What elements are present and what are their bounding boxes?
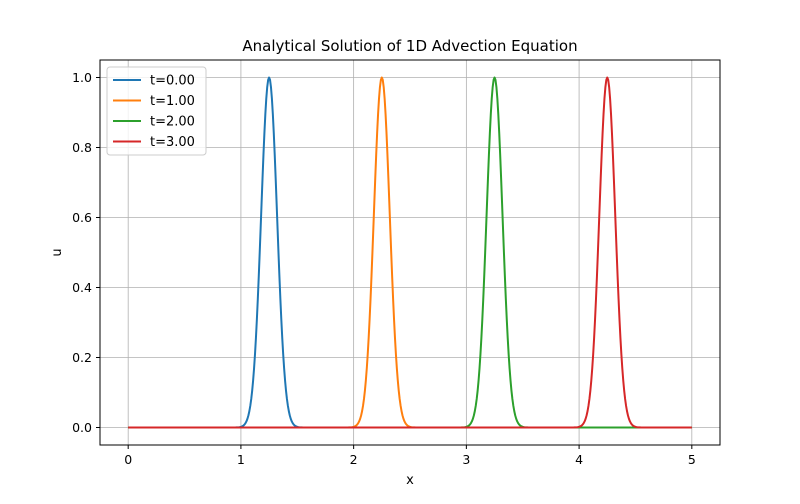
y-axis-label: u (50, 248, 65, 256)
x-tick-label: 5 (688, 452, 696, 467)
y-tick-label: 0.6 (72, 210, 92, 225)
series-group (128, 76, 692, 429)
x-ticks: 0 1 2 3 4 5 (124, 445, 696, 467)
y-ticks: 0.0 0.2 0.4 0.6 0.8 1.0 (72, 70, 100, 435)
y-tick-label: 0.0 (72, 420, 92, 435)
legend-label-2: t=2.00 (150, 115, 195, 130)
legend-label-3: t=3.00 (150, 135, 195, 150)
x-tick-label: 4 (575, 452, 583, 467)
legend-label-0: t=0.00 (150, 74, 195, 89)
y-tick-label: 1.0 (72, 70, 92, 85)
x-tick-label: 2 (350, 452, 358, 467)
x-tick-label: 1 (237, 452, 245, 467)
y-tick-label: 0.2 (72, 350, 92, 365)
x-tick-label: 3 (462, 452, 470, 467)
legend: t=0.00 t=1.00 t=2.00 t=3.00 (106, 66, 207, 156)
series-line-3 (128, 76, 692, 429)
y-tick-label: 0.4 (72, 280, 92, 295)
x-tick-label: 0 (124, 452, 132, 467)
chart-title: Analytical Solution of 1D Advection Equa… (242, 37, 577, 55)
grid (100, 60, 720, 445)
legend-label-1: t=1.00 (150, 94, 195, 109)
y-tick-label: 0.8 (72, 140, 92, 155)
plot-frame (99, 59, 721, 446)
x-axis-label: x (406, 473, 414, 488)
legend-box (106, 66, 207, 156)
